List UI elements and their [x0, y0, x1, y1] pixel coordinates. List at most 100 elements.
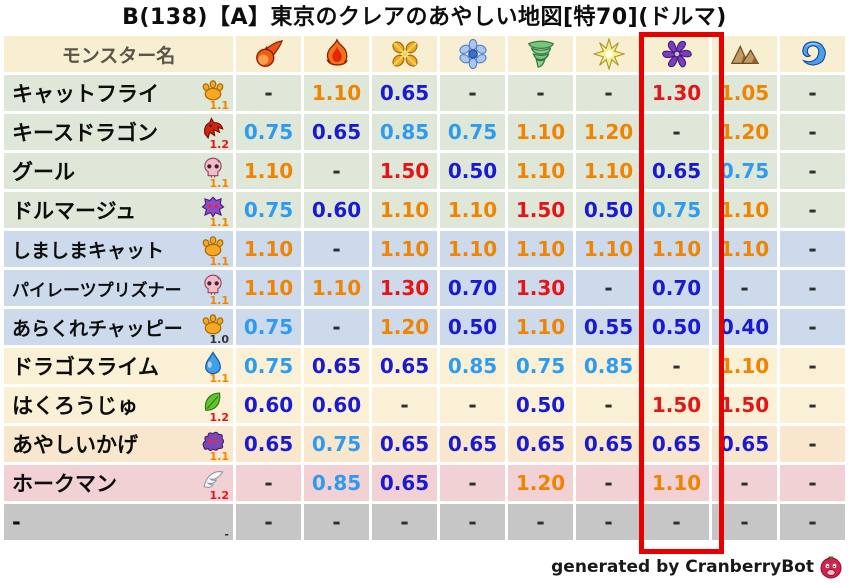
- value-cell: -: [372, 387, 437, 423]
- value-cell: 0.75: [236, 192, 301, 228]
- value-cell: -: [644, 114, 709, 150]
- value-cell: 0.50: [576, 192, 641, 228]
- value-cell: 0.75: [644, 192, 709, 228]
- value-cell: -: [644, 348, 709, 384]
- monster-name-cell: あらくれチャッピー 1.0: [4, 309, 233, 345]
- value-cell: -: [236, 75, 301, 111]
- value-cell: -: [576, 387, 641, 423]
- skull-icon: 1.1: [197, 270, 229, 306]
- monster-name: あらくれチャッピー: [12, 317, 183, 340]
- paw-icon: 1.0: [197, 309, 229, 345]
- monster-name: ドルマージュ: [12, 199, 137, 223]
- fireball-icon: [236, 37, 301, 71]
- value-cell: 0.55: [576, 309, 641, 345]
- value-cell: -: [644, 504, 709, 540]
- value-cell: 1.10: [236, 270, 301, 306]
- pinwheel-icon: [644, 37, 709, 71]
- wing-icon: 1.2: [197, 465, 229, 501]
- value-cell: 0.65: [372, 348, 437, 384]
- monster-name: あやしいかげ: [12, 433, 138, 457]
- wave-icon: [780, 37, 845, 71]
- value-cell: -: [780, 75, 845, 111]
- value-cell: -: [780, 153, 845, 189]
- monster-row: ドルマージュ 1.1 0.75 0.60 1.10 1.10 1.50 0.50 0.75 1.1…: [4, 192, 845, 228]
- monster-row: ドラゴスライム 1.1 0.75 0.65 0.65 0.85 0.75 0.85-1.10-: [4, 348, 845, 384]
- shadow-icon: 1.1: [197, 426, 229, 462]
- monster-name: パイレーツプリズナー: [12, 280, 182, 301]
- value-cell: 0.70: [644, 270, 709, 306]
- value-cell: 1.30: [508, 270, 573, 306]
- no-type-icon: -: [197, 504, 229, 540]
- heart-multiplier: 1.0: [209, 333, 230, 345]
- value-cell: 1.30: [372, 270, 437, 306]
- heart-multiplier: 1.1: [209, 372, 230, 384]
- value-cell: 1.10: [304, 270, 369, 306]
- value-cell: 1.50: [372, 153, 437, 189]
- footer-credit-text: generated by CranberryBot: [551, 557, 814, 577]
- value-cell: -: [780, 231, 845, 267]
- leaf-icon: 1.2: [197, 387, 229, 423]
- value-cell: 0.65: [712, 426, 777, 462]
- monster-name-cell: ドラゴスライム 1.1: [4, 348, 233, 384]
- value-cell: 0.75: [236, 348, 301, 384]
- value-cell: 0.75: [440, 114, 505, 150]
- element-column-header: [508, 36, 573, 72]
- value-cell: 1.20: [576, 114, 641, 150]
- value-cell: -: [712, 465, 777, 501]
- value-cell: -: [780, 192, 845, 228]
- value-cell: 0.65: [508, 426, 573, 462]
- value-cell: 0.50: [440, 153, 505, 189]
- heart-multiplier: 1.1: [209, 255, 230, 267]
- heart-multiplier: -: [224, 528, 229, 540]
- snowflake-icon: [440, 37, 505, 71]
- value-cell: 0.50: [644, 309, 709, 345]
- monster-name-cell: --: [4, 504, 233, 540]
- value-cell: 1.50: [508, 192, 573, 228]
- monster-name-header: モンスター名: [4, 36, 233, 72]
- value-cell: 1.05: [712, 75, 777, 111]
- heart-multiplier: 1.1: [209, 177, 230, 189]
- value-cell: 0.85: [304, 465, 369, 501]
- value-cell: -: [780, 309, 845, 345]
- value-cell: -: [780, 348, 845, 384]
- heart-multiplier: 1.1: [209, 99, 230, 111]
- resistance-table: モンスター名 キャットフライ 1.1-1.10 0.65- - -1.30 1.05- キー…: [1, 33, 848, 543]
- skull-icon: 1.1: [197, 153, 229, 189]
- value-cell: 0.75: [508, 348, 573, 384]
- value-cell: 1.10: [576, 153, 641, 189]
- value-cell: 1.10: [372, 231, 437, 267]
- value-cell: 0.75: [236, 114, 301, 150]
- value-cell: -: [304, 309, 369, 345]
- value-cell: -: [236, 504, 301, 540]
- value-cell: -: [576, 75, 641, 111]
- monster-row: キースドラゴン 1.2 0.75 0.65 0.85 0.75 1.10 1.20-1.20-: [4, 114, 845, 150]
- value-cell: -: [712, 504, 777, 540]
- monster-name-cell: パイレーツプリズナー 1.1: [4, 270, 233, 306]
- value-cell: 0.75: [304, 426, 369, 462]
- value-cell: 0.65: [372, 75, 437, 111]
- spark-icon: [576, 37, 641, 71]
- element-column-header: [372, 36, 437, 72]
- value-cell: 0.65: [236, 426, 301, 462]
- cranberry-icon: [819, 555, 843, 579]
- value-cell: -: [576, 465, 641, 501]
- value-cell: 0.50: [508, 387, 573, 423]
- element-column-header: [780, 36, 845, 72]
- monster-name-cell: あやしいかげ 1.1: [4, 426, 233, 462]
- monster-name: キースドラゴン: [12, 121, 158, 145]
- value-cell: -: [440, 75, 505, 111]
- value-cell: 0.70: [440, 270, 505, 306]
- value-cell: -: [780, 504, 845, 540]
- value-cell: 1.10: [644, 231, 709, 267]
- value-cell: 0.65: [576, 426, 641, 462]
- monster-name: しましまキャット: [12, 239, 165, 262]
- monster-row: あやしいかげ 1.1 0.65 0.75 0.65 0.65 0.65 0.65 0.65 0.6…: [4, 426, 845, 462]
- value-cell: 1.10: [440, 192, 505, 228]
- header-row: モンスター名: [4, 36, 845, 72]
- value-cell: -: [440, 387, 505, 423]
- value-cell: 1.10: [508, 153, 573, 189]
- element-column-header: [304, 36, 369, 72]
- value-cell: 1.10: [236, 231, 301, 267]
- value-cell: -: [780, 387, 845, 423]
